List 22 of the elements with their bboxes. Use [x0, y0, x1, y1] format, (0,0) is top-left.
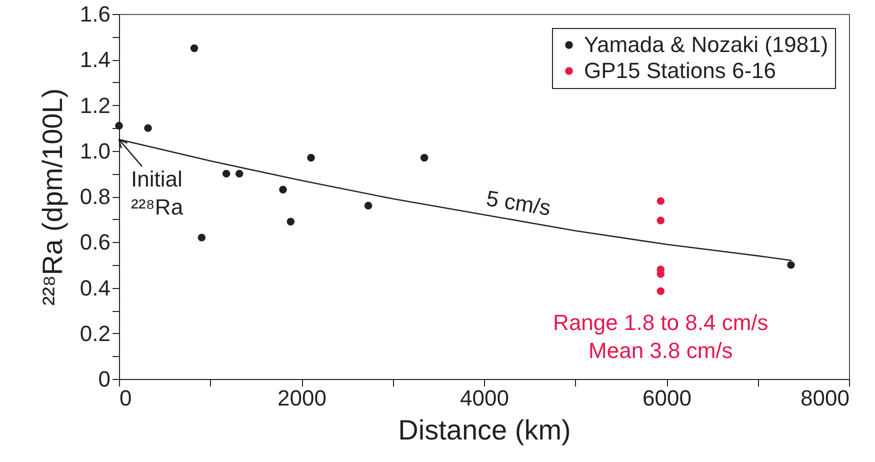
annotation: 5 cm/s	[484, 186, 552, 220]
y-tick-label: 1.2	[80, 92, 110, 118]
x-tick-label: 8000	[800, 386, 850, 410]
x-axis-title: Distance (km)	[398, 414, 571, 446]
y-tick-label: 0.6	[80, 230, 110, 255]
annotation: Initial ²²⁸Ra	[131, 166, 184, 220]
x-tick-label: 6000	[642, 386, 692, 410]
y-tick-label: 0	[98, 366, 110, 392]
y-tick-label: 0.8	[80, 184, 110, 209]
legend-label: Yamada & Nozaki (1981)	[584, 32, 828, 57]
legend-label: GP15 Stations 6-16	[584, 58, 776, 83]
y-axis-title: ²²⁸Ra (dpm/100L)	[36, 88, 68, 306]
y-tick-label: 1.6	[80, 2, 110, 26]
y-tick-label: 0.2	[80, 320, 110, 346]
x-tick-label: 4000	[460, 386, 509, 410]
x-tick-label: 0	[120, 386, 132, 410]
annotation: Mean 3.8 cm/s	[588, 338, 733, 363]
x-tick-label: 2000	[278, 386, 326, 410]
y-tick-label: 1.4	[80, 47, 110, 72]
y-tick-label: 1.0	[80, 138, 110, 164]
y-tick-label: 0.4	[80, 275, 110, 300]
annotation: Range 1.8 to 8.4 cm/s	[553, 310, 768, 335]
